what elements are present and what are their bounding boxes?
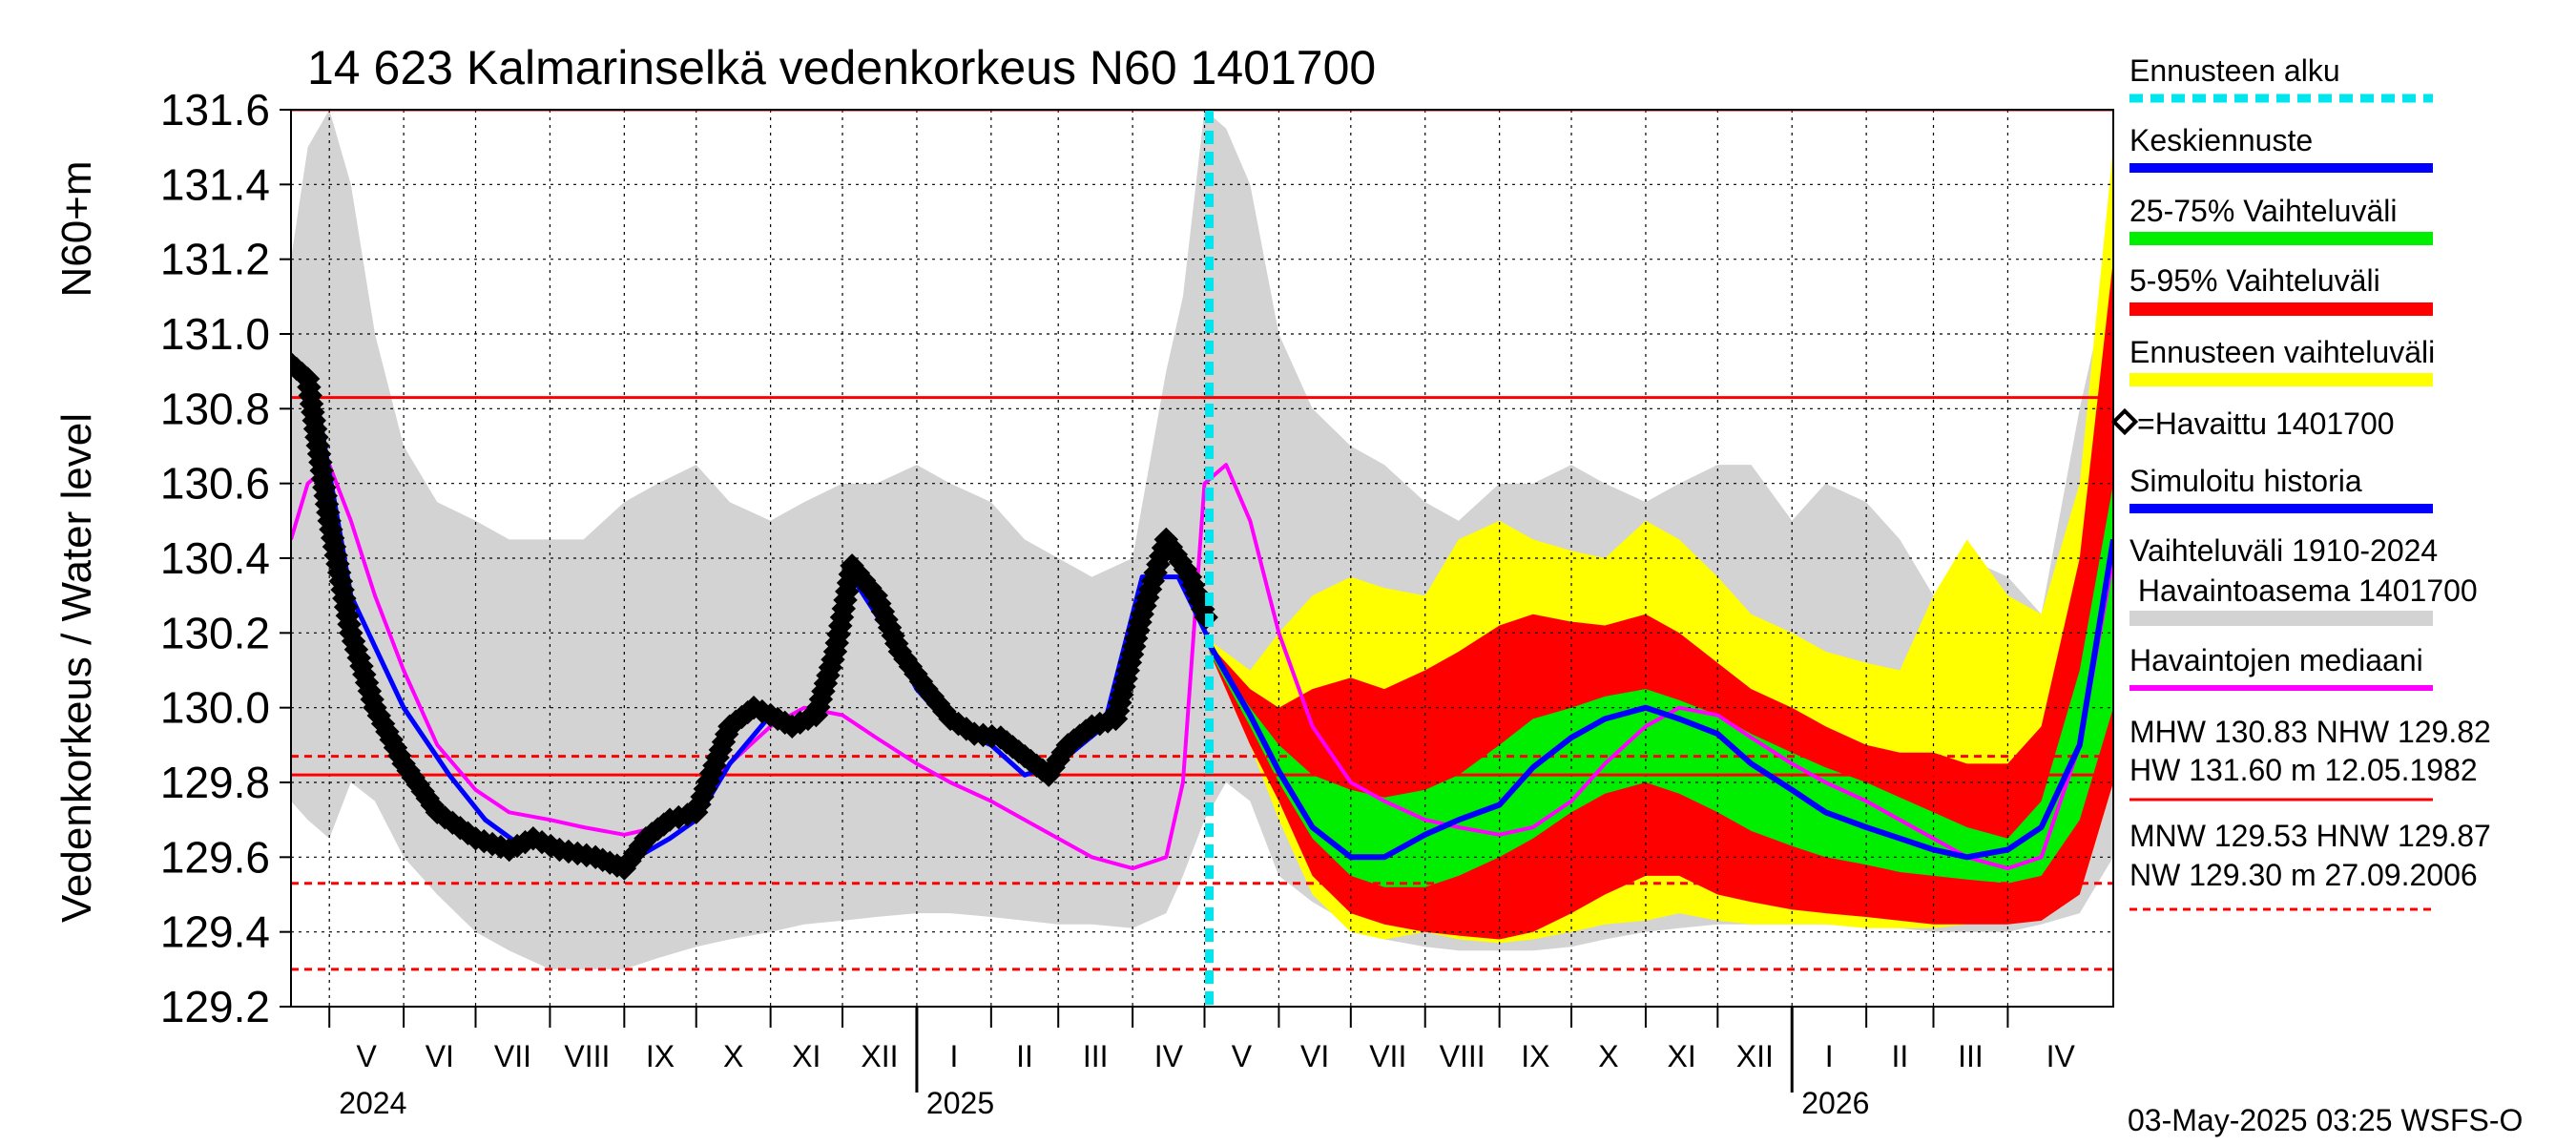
median-line: [291, 463, 2113, 871]
y-axis-unit: N60+m: [53, 160, 100, 297]
month-label: XII: [1736, 1039, 1774, 1073]
y-axis-label: Vedenkorkeus / Water level: [53, 413, 100, 923]
month-label: X: [1598, 1039, 1618, 1073]
month-label: I: [1825, 1039, 1834, 1073]
year-label: 2026: [1801, 1086, 1869, 1120]
legend-range-5-95-label: 5-95% Vaihteluväli: [2129, 263, 2380, 298]
plot-area: [291, 110, 2113, 1007]
month-label: I: [949, 1039, 958, 1073]
month-label: X: [723, 1039, 743, 1073]
y-tick-label: 129.8: [160, 758, 270, 807]
legend-historical-label-1: Vaihteluväli 1910-2024: [2129, 533, 2438, 568]
year-label: 2025: [926, 1086, 994, 1120]
y-tick-label: 130.6: [160, 459, 270, 509]
y-tick-label: 130.8: [160, 384, 270, 433]
legend-stats-low-2: NW 129.30 m 27.09.2006: [2129, 858, 2478, 892]
observed-series: [291, 351, 1218, 881]
legend-stats-low-1: MNW 129.53 HNW 129.87: [2129, 819, 2491, 853]
legend-forecast-mean-label: Keskiennuste: [2129, 123, 2313, 157]
month-label: IV: [1154, 1039, 1184, 1073]
year-label: 2024: [339, 1086, 406, 1120]
month-label: IV: [2046, 1039, 2076, 1073]
month-label: VIII: [564, 1039, 610, 1073]
range-25-75-band: [1209, 483, 2113, 887]
y-tick-label: 130.0: [160, 683, 270, 733]
legend-stats-high-2: HW 131.60 m 12.05.1982: [2129, 753, 2478, 787]
legend-historical-label-2: Havaintoasema 1401700: [2129, 573, 2478, 608]
forecast-mean-line: [1206, 538, 2113, 861]
grid: [291, 110, 2113, 1007]
legend: Ennusteen alku Keskiennuste 25-75% Vaiht…: [2110, 53, 2491, 911]
month-label: XI: [1668, 1039, 1696, 1073]
month-label: VI: [426, 1039, 454, 1073]
y-tick-label: 129.6: [160, 832, 270, 882]
month-label: VII: [1369, 1039, 1406, 1073]
month-label: VI: [1300, 1039, 1329, 1073]
chart-title: 14 623 Kalmarinselkä vedenkorkeus N60 14…: [307, 41, 1376, 94]
footer-timestamp: 03-May-2025 03:25 WSFS-O: [2128, 1103, 2523, 1137]
y-tick-label: 131.6: [160, 85, 270, 135]
range-5-95-band: [1209, 259, 2113, 940]
month-label: IX: [1521, 1039, 1549, 1073]
y-tick-label: 131.4: [160, 159, 270, 209]
legend-forecast-range-label: Ennusteen vaihteluväli: [2129, 335, 2435, 369]
legend-simulated-label: Simuloitu historia: [2129, 464, 2362, 498]
y-tick-label: 131.0: [160, 309, 270, 359]
month-label: V: [356, 1039, 377, 1073]
legend-observed-marker: [2110, 407, 2139, 436]
y-tick-label: 130.2: [160, 608, 270, 657]
legend-median-label: Havaintojen mediaani: [2129, 643, 2423, 677]
y-tick-label: 131.2: [160, 235, 270, 284]
y-tick-label: 129.2: [160, 982, 270, 1031]
month-label: III: [1083, 1039, 1109, 1073]
month-label: XI: [792, 1039, 821, 1073]
legend-forecast-start-label: Ennusteen alku: [2129, 53, 2340, 88]
legend-stats-high-1: MHW 130.83 NHW 129.82: [2129, 715, 2491, 749]
month-label: VII: [494, 1039, 531, 1073]
month-label: II: [1016, 1039, 1033, 1073]
month-label: II: [1891, 1039, 1908, 1073]
month-label: V: [1232, 1039, 1253, 1073]
month-label: III: [1958, 1039, 1984, 1073]
month-label: XII: [861, 1039, 898, 1073]
legend-range-25-75-label: 25-75% Vaihteluväli: [2129, 194, 2397, 228]
legend-observed-label: =Havaittu 1401700: [2137, 406, 2395, 441]
y-tick-label: 129.4: [160, 907, 270, 957]
axes: 129.2 129.4 129.6 129.8 130.0 130.2 130.4 130.6…: [160, 85, 2114, 1120]
month-label: VIII: [1440, 1039, 1485, 1073]
y-tick-label: 130.4: [160, 533, 270, 583]
month-label: IX: [646, 1039, 675, 1073]
